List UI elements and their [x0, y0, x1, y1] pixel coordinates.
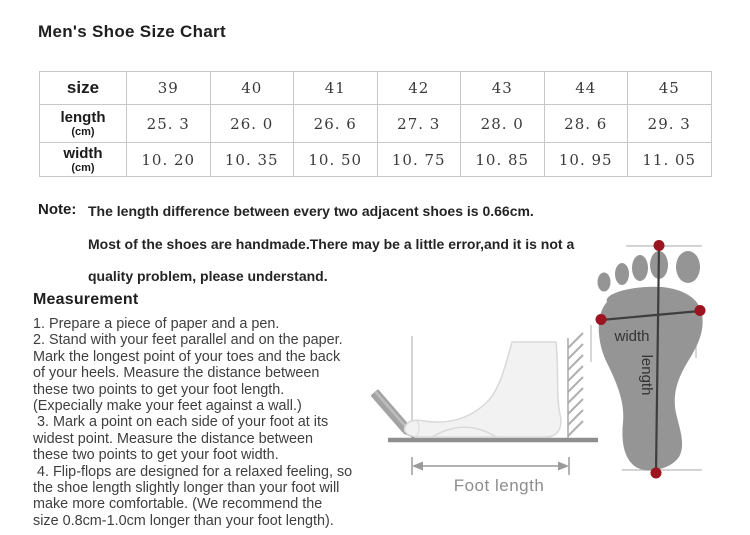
foot-arch-line: [431, 426, 497, 438]
foot-toe-line: [415, 420, 420, 438]
width-cell: 10. 50: [293, 142, 378, 177]
footprint-illustration: width length: [590, 240, 706, 479]
width-cell: 10. 20: [126, 142, 211, 177]
size-cell: 39: [126, 71, 211, 105]
note-label: Note:: [38, 201, 77, 218]
length-measure-line: [654, 245, 661, 474]
length-header-unit: (cm): [71, 125, 95, 138]
size-cell: 43: [460, 71, 545, 105]
row-header-length: length (cm): [39, 104, 127, 143]
table-row-size: size 39 40 41 42 43 44 45: [39, 71, 712, 105]
row-header-size: size: [39, 71, 127, 105]
size-cell: 44: [543, 71, 628, 105]
foot-length-arrow: [411, 457, 570, 475]
width-cell: 11. 05: [627, 142, 712, 177]
width-cell: 10. 95: [543, 142, 628, 177]
width-measure-line: [600, 309, 701, 322]
length-cell: 25. 3: [126, 104, 211, 143]
foot-profile-shape: [403, 341, 562, 438]
arrow-head-left-icon: [412, 461, 423, 471]
size-cell: 41: [293, 71, 378, 105]
table-row-length: length (cm) 25. 3 26. 0 26. 6 27. 3 28. …: [39, 104, 712, 143]
footprint-sole-shape: [598, 286, 703, 471]
width-header-label: width: [63, 144, 103, 162]
arrow-head-right-icon: [558, 461, 569, 471]
length-cell: 28. 6: [543, 104, 628, 143]
size-table: size 39 40 41 42 43 44 45 length (cm) 25…: [39, 71, 712, 177]
length-cell: 29. 3: [627, 104, 712, 143]
width-cell: 10. 85: [460, 142, 545, 177]
width-cell: 10. 35: [209, 142, 294, 177]
width-header-unit: (cm): [71, 161, 95, 174]
measurement-steps: 1. Prepare a piece of paper and a pen. 2…: [33, 316, 353, 529]
dot-top: [653, 240, 665, 251]
foot-length-label: Foot length: [454, 476, 545, 495]
length-label: length: [638, 355, 655, 396]
footprint-toes: [597, 251, 700, 292]
dot-width-right: [694, 305, 706, 316]
page-title: Men's Shoe Size Chart: [38, 22, 226, 41]
note-text: The length difference between every two …: [88, 203, 575, 284]
wall-hatch-icon: [567, 332, 584, 437]
width-cell: 10. 75: [376, 142, 461, 177]
length-header-label: length: [60, 108, 106, 126]
size-cell: 42: [376, 71, 461, 105]
measurement-dots: [595, 240, 706, 479]
size-cell: 40: [209, 71, 294, 105]
dot-bottom: [650, 467, 662, 479]
table-row-width: width (cm) 10. 20 10. 35 10. 50 10. 75 1…: [39, 142, 712, 177]
size-cell: 45: [627, 71, 712, 105]
width-label: width: [613, 328, 649, 345]
row-header-width: width (cm): [39, 142, 127, 177]
dot-width-left: [595, 314, 607, 325]
length-cell: 28. 0: [460, 104, 545, 143]
length-cell: 27. 3: [376, 104, 461, 143]
length-cell: 26. 0: [209, 104, 294, 143]
foot-side-view-illustration: Foot length: [371, 332, 598, 495]
measurement-diagram: Foot length: [371, 240, 706, 495]
length-cell: 26. 6: [293, 104, 378, 143]
measurement-heading: Measurement: [33, 291, 139, 308]
